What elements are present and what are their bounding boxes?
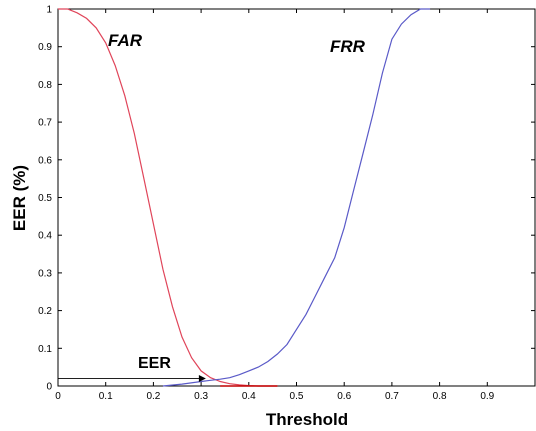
x-tick-label: 0.8 [433,391,447,402]
x-tick-labels: 0 0.1 0.2 0.3 0.4 0.5 0.6 0.7 0.8 0.9 [55,391,494,402]
x-tick-label: 0 [55,391,61,402]
frr-annotation: FRR [330,37,366,56]
series-lines [58,8,431,387]
y-tick-label: 0.4 [38,231,52,242]
y-axis-label: EER (%) [10,165,29,231]
y-tick-label: 0.6 [38,155,52,166]
plot-axes [57,8,536,387]
x-tick-label: 0.3 [194,391,208,402]
far-annotation: FAR [108,31,143,50]
y-tick-label: 0.9 [38,42,52,53]
y-tick-label: 0 [46,382,52,393]
x-axis-label: Threshold [266,410,348,429]
y-tick-label: 0.3 [38,268,52,279]
x-tick-label: 0.7 [385,391,399,402]
y-tick-label: 0.5 [38,193,52,204]
y-tick-labels: 0 0.1 0.2 0.3 0.4 0.5 0.6 0.7 0.8 0.9 1 [38,5,52,393]
y-tick-label: 0.1 [38,344,52,355]
y-tick-label: 0.8 [38,80,52,91]
y-tick-label: 1 [46,5,52,16]
y-tick-label: 0.7 [38,118,52,129]
x-tick-label: 0.6 [337,391,351,402]
x-tick-label: 0.2 [146,391,160,402]
x-tick-label: 0.1 [99,391,113,402]
eer-marker-group [58,374,206,382]
y-tick-label: 0.2 [38,306,52,317]
x-tick-label: 0.5 [290,391,304,402]
series-line-far [58,8,278,387]
eer-arrow-head [198,374,206,382]
x-tick-label: 0.4 [242,391,256,402]
eer-annotation: EER [138,355,171,372]
series-line-frr [162,8,431,387]
x-tick-label: 0.9 [480,391,494,402]
